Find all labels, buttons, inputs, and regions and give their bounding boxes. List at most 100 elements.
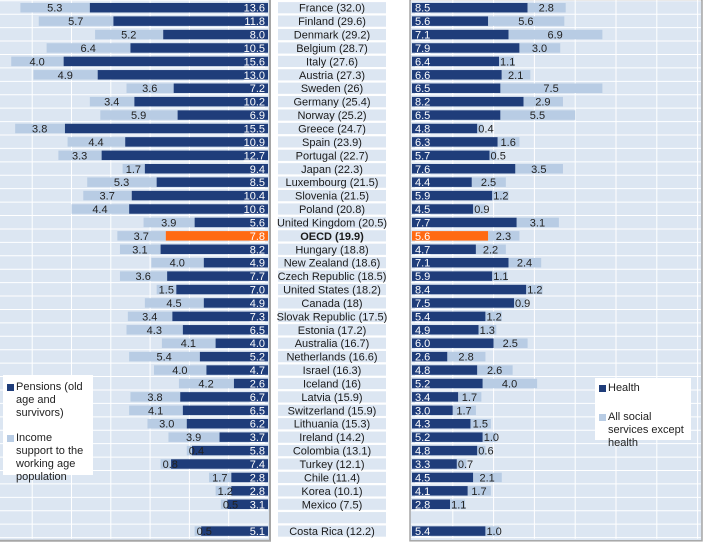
country-label-background — [278, 55, 386, 67]
bar-income-support — [46, 43, 131, 53]
bar-pensions — [176, 284, 268, 295]
country-label-background — [278, 176, 386, 188]
country-label: Turkey (12.1) — [299, 459, 364, 471]
bar-income-support — [119, 271, 168, 281]
data-label-pensions: 8.0 — [250, 30, 265, 42]
data-label-health: 6.0 — [415, 338, 430, 350]
country-label-background — [278, 82, 386, 94]
bar-pensions — [219, 432, 268, 442]
country-label: Norway (25.2) — [297, 110, 366, 122]
data-label-income-support: 4.0 — [170, 258, 185, 270]
country-label: Greece (24.7) — [298, 123, 366, 135]
data-label-pensions: 4.9 — [250, 298, 265, 310]
bar-pensions — [194, 217, 268, 228]
data-label-health: 8.4 — [415, 285, 430, 297]
bar-social-services — [508, 257, 542, 268]
bar-income-support — [117, 231, 166, 241]
bar-income-support — [11, 56, 64, 67]
data-label-health: 5.4 — [415, 526, 430, 538]
data-label-health: 4.5 — [415, 472, 430, 484]
bar-income-support — [129, 351, 200, 362]
data-label-pensions: 7.8 — [250, 231, 265, 243]
data-label-income-support: 0.5 — [223, 499, 238, 511]
country-label: United Kingdom (20.5) — [277, 217, 387, 229]
country-label-background — [278, 149, 386, 161]
bar-income-support — [71, 204, 130, 214]
data-label-pensions: 6.5 — [250, 325, 265, 337]
bar-income-support — [127, 311, 173, 322]
bar-social-services — [458, 392, 482, 402]
bar-pensions — [167, 271, 268, 281]
data-label-income-support: 3.8 — [147, 392, 162, 404]
bar-health — [412, 29, 509, 40]
data-label-social-services: 2.8 — [458, 352, 473, 364]
data-label-pensions: 2.8 — [250, 486, 265, 498]
data-label-health: 7.5 — [415, 298, 430, 310]
country-label: Czech Republic (18.5) — [278, 271, 387, 283]
bar-income-support — [89, 96, 135, 107]
bar-income-support — [100, 110, 178, 120]
bar-health — [412, 164, 516, 174]
bar-pensions — [130, 43, 268, 53]
data-label-income-support: 0.8 — [163, 459, 178, 471]
country-label-background — [278, 512, 386, 524]
data-label-pensions: 8.5 — [250, 177, 265, 189]
bar-social-services — [497, 137, 520, 147]
data-label-income-support: 4.5 — [166, 298, 181, 310]
data-label-health: 5.9 — [415, 271, 430, 283]
data-label-social-services: 2.1 — [479, 472, 494, 484]
bar-pensions — [177, 110, 268, 120]
bar-health — [412, 526, 486, 536]
bar-pensions — [199, 351, 268, 362]
data-label-social-services: 1.7 — [462, 392, 477, 404]
legend-label-social-services: All social services except health — [608, 411, 684, 449]
bar-income-support — [129, 405, 183, 416]
data-label-income-support: 3.3 — [72, 150, 87, 162]
bar-pensions — [134, 96, 268, 107]
data-label-pensions: 8.2 — [250, 244, 265, 256]
country-label: Lithuania (15.3) — [294, 419, 370, 431]
country-label-background — [278, 377, 386, 390]
legend-item-pensions: Pensions (old age and survivors) — [7, 381, 89, 420]
data-label-pensions: 4.0 — [250, 338, 265, 350]
data-label-health: 4.4 — [415, 177, 430, 189]
bar-income-support — [147, 418, 187, 429]
data-label-pensions: 7.7 — [250, 271, 265, 283]
data-label-health: 5.7 — [415, 150, 430, 162]
right-panel: 8.5 2.8 5.6 5.6 7.1 6.9 7.9 3.0 6.4 1.1 6.6 2.1 6.5 7… — [409, 0, 703, 542]
bar-pensions — [201, 526, 268, 536]
data-label-pensions: 15.5 — [244, 123, 265, 135]
bar-social-services — [477, 365, 513, 375]
bar-income-support — [160, 459, 172, 469]
bar-income-support — [143, 217, 195, 228]
country-label-background — [278, 243, 386, 255]
bar-social-services — [475, 244, 506, 255]
country-label-background — [278, 471, 386, 484]
data-label-health: 2.8 — [415, 499, 430, 511]
data-label-social-services: 6.9 — [547, 30, 562, 42]
country-label-background — [278, 2, 386, 14]
data-label-pensions: 6.9 — [250, 110, 265, 122]
bar-health — [412, 499, 451, 509]
data-label-social-services: 3.0 — [532, 43, 547, 55]
bar-health — [412, 284, 527, 295]
country-label: Luxembourg (21.5) — [286, 177, 379, 189]
country-label-background — [278, 444, 386, 457]
country-label: Korea (10.1) — [301, 486, 362, 498]
legend-item-social-services: All social services except health — [599, 411, 687, 450]
data-label-social-services: 1.3 — [480, 325, 495, 337]
country-label-background — [278, 42, 386, 54]
data-label-health: 6.5 — [415, 110, 430, 122]
data-label-social-services: 3.1 — [530, 217, 545, 229]
country-label-background — [278, 203, 386, 215]
data-label-health: 7.6 — [415, 164, 430, 176]
data-label-health: 4.5 — [415, 204, 430, 216]
bar-social-services — [500, 83, 603, 93]
data-label-income-support: 3.7 — [134, 231, 149, 243]
data-label-social-services: 5.6 — [518, 16, 533, 28]
data-label-pensions: 10.6 — [244, 204, 265, 216]
bar-income-support — [122, 164, 145, 174]
bar-social-services — [519, 43, 561, 53]
bar-health — [412, 271, 493, 281]
legend-swatch-pensions — [7, 384, 14, 391]
